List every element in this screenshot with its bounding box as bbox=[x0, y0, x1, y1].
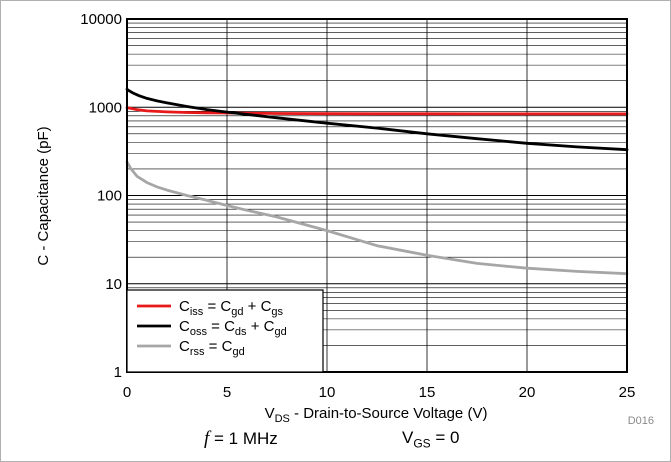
legend-label-part: oss bbox=[190, 326, 208, 338]
x-tick-label: 15 bbox=[419, 384, 436, 401]
frequency-value: = 1 MHz bbox=[209, 429, 278, 448]
legend-label-part: C bbox=[179, 338, 190, 355]
legend-label-part: ds bbox=[235, 326, 247, 338]
x-axis-label: VDS - Drain-to-Source Voltage (V) bbox=[265, 405, 488, 425]
y-tick-label: 1 bbox=[114, 364, 122, 381]
y-tick-label: 1000 bbox=[89, 99, 122, 116]
y-axis-label: C - Capacitance (pF) bbox=[35, 126, 52, 265]
x-tick-label: 0 bbox=[123, 384, 131, 401]
legend-label-part: gs bbox=[271, 306, 283, 318]
legend-label-part: gd bbox=[274, 326, 286, 338]
x-tick-labels: 0 5 10 15 20 25 bbox=[123, 384, 636, 401]
y-tick-labels: 1 10 100 1000 10000 bbox=[80, 11, 122, 381]
legend-label-part: C bbox=[179, 318, 190, 335]
y-tick-label: 10 bbox=[105, 276, 122, 293]
series-line-1 bbox=[125, 106, 629, 116]
vgs-condition: VGS = 0 bbox=[402, 428, 460, 450]
x-axis-label-subscript: DS bbox=[275, 413, 290, 425]
x-tick-label: 20 bbox=[519, 384, 536, 401]
x-tick-label: 25 bbox=[619, 384, 636, 401]
series-layer bbox=[125, 87, 629, 276]
series-line-3 bbox=[125, 160, 629, 276]
vgs-symbol: V bbox=[402, 428, 414, 447]
legend-label-3: Crss = Cgd bbox=[179, 338, 245, 358]
frequency-condition: f = 1 MHz bbox=[204, 428, 278, 450]
x-axis-label-rest: - Drain-to-Source Voltage (V) bbox=[290, 405, 488, 422]
vgs-value: = 0 bbox=[430, 428, 460, 447]
y-tick-label: 10000 bbox=[80, 11, 122, 28]
frequency-symbol: f bbox=[204, 428, 210, 449]
chart-id-label: D016 bbox=[628, 415, 654, 427]
legend-label-part: + C bbox=[247, 318, 275, 335]
x-tick-label: 10 bbox=[319, 384, 336, 401]
legend-label-part: gd bbox=[231, 306, 243, 318]
legend-label-part: + C bbox=[243, 298, 271, 315]
series-line-2 bbox=[125, 87, 629, 152]
y-tick-label: 100 bbox=[97, 188, 122, 205]
legend-label-part: = C bbox=[205, 338, 233, 355]
legend-box bbox=[126, 289, 324, 373]
vgs-subscript: GS bbox=[413, 436, 431, 451]
legend-label-1: Ciss = Cgd + Cgs bbox=[179, 298, 284, 318]
legend-label-2: Coss = Cds + Cgd bbox=[179, 318, 287, 338]
legend-label-part: C bbox=[179, 298, 190, 315]
legend-label-part: rss bbox=[190, 346, 205, 358]
legend-label-part: iss bbox=[190, 306, 204, 318]
legend-label-part: = C bbox=[203, 298, 231, 315]
plot-border bbox=[126, 18, 628, 373]
legend-label-part: gd bbox=[232, 346, 244, 358]
x-axis-label-main: V bbox=[265, 405, 275, 422]
legend-label-part: = C bbox=[207, 318, 235, 335]
x-tick-label: 5 bbox=[223, 384, 231, 401]
